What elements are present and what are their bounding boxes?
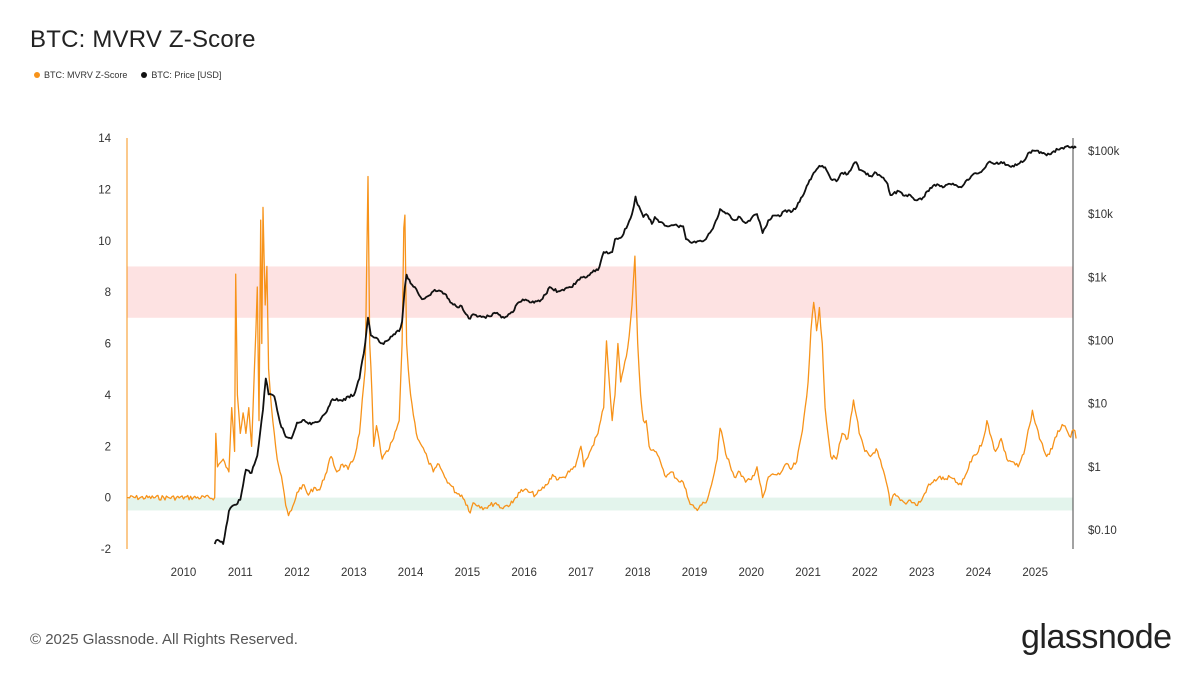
x-tick-label: 2011: [228, 567, 253, 579]
x-tick-label: 2015: [455, 567, 481, 579]
right-tick-label: $100k: [1088, 146, 1120, 158]
left-tick-label: 14: [98, 133, 111, 145]
left-tick-label: 12: [98, 184, 111, 196]
right-tick-label: $1k: [1088, 272, 1107, 284]
x-tick-label: 2013: [341, 567, 367, 579]
left-tick-label: 8: [105, 287, 111, 299]
zone-band-0: [127, 266, 1073, 318]
x-tick-label: 2010: [171, 567, 197, 579]
right-tick-label: $10k: [1088, 209, 1113, 221]
x-tick-label: 2017: [568, 567, 594, 579]
left-tick-label: -2: [101, 544, 111, 556]
legend-item-price[interactable]: BTC: Price [USD]: [141, 70, 221, 80]
zone-band-1: [127, 497, 1073, 511]
x-tick-label: 2012: [284, 567, 310, 579]
x-tick-label: 2020: [738, 567, 764, 579]
mvrv-zscore-line: [126, 175, 1077, 517]
left-tick-label: 0: [105, 493, 111, 505]
x-tick-label: 2025: [1022, 567, 1048, 579]
right-tick-label: $100: [1088, 335, 1114, 347]
legend: BTC: MVRV Z-Score BTC: Price [USD]: [34, 70, 221, 80]
right-tick-label: $10: [1088, 399, 1107, 411]
x-tick-label: 2022: [852, 567, 878, 579]
x-tick-label: 2019: [682, 567, 708, 579]
left-tick-label: 10: [98, 236, 111, 248]
legend-label-price: BTC: Price [USD]: [151, 70, 222, 80]
legend-swatch-mvrv: [34, 72, 40, 78]
price-line: [213, 145, 1077, 545]
legend-swatch-price: [141, 72, 148, 78]
copyright-text: © 2025 Glassnode. All Rights Reserved.: [30, 631, 298, 648]
glassnode-logo[interactable]: glassnode: [1021, 618, 1172, 656]
x-tick-label: 2021: [795, 567, 821, 579]
left-tick-label: 2: [105, 441, 111, 453]
x-tick-label: 2018: [625, 567, 651, 579]
left-tick-label: 6: [105, 339, 111, 351]
x-tick-label: 2016: [511, 567, 537, 579]
right-tick-label: $1: [1088, 462, 1101, 474]
right-tick-label: $0.10: [1088, 525, 1117, 537]
left-tick-label: 4: [105, 390, 112, 402]
legend-label-mvrv: BTC: MVRV Z-Score: [44, 70, 128, 80]
x-tick-label: 2023: [909, 567, 935, 579]
x-tick-label: 2014: [398, 567, 424, 579]
chart-title: BTC: MVRV Z-Score: [30, 26, 256, 53]
legend-item-mvrv[interactable]: BTC: MVRV Z-Score: [34, 70, 127, 80]
x-tick-label: 2024: [966, 567, 992, 579]
